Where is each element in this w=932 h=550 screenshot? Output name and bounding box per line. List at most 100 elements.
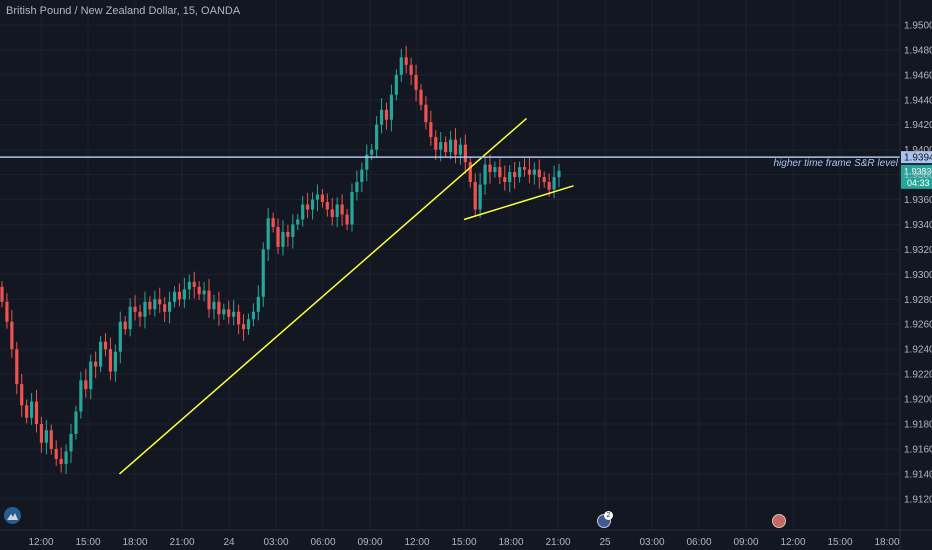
trendline <box>118 117 528 475</box>
candle-body <box>74 411 78 434</box>
candle-body <box>148 301 152 310</box>
time-axis[interactable]: 12:00 15:00 18:00 21:00 24 03:00 06:00 09:00 12:… <box>0 529 932 548</box>
candle-body <box>478 184 482 210</box>
candle-body <box>172 291 177 302</box>
candle-body <box>153 299 157 310</box>
symbol-title[interactable]: British Pound / New Zealand Dollar, 15, … <box>6 5 241 17</box>
candle-body <box>306 204 310 210</box>
candle-body <box>39 424 44 443</box>
candle-body <box>517 167 522 178</box>
candle-body <box>118 321 122 352</box>
candle-body <box>59 458 63 464</box>
candle-body <box>123 321 127 330</box>
candle-body <box>444 142 448 153</box>
x-tick-label: 15:00 <box>451 537 476 548</box>
candle-body <box>29 401 34 418</box>
candle-body <box>251 311 255 320</box>
trendlines <box>118 117 574 475</box>
candle-body <box>537 169 541 178</box>
candle-body <box>355 182 359 193</box>
candle-body <box>281 231 285 247</box>
x-tick-label: 12:00 <box>780 537 805 548</box>
candle-body <box>493 167 497 173</box>
candle-body <box>424 104 428 123</box>
candle-body <box>34 401 39 424</box>
candle-body <box>345 214 349 225</box>
candle-body <box>547 182 551 190</box>
candle-body <box>310 199 315 210</box>
candle-body <box>296 219 300 225</box>
candle-body <box>182 289 186 300</box>
candle-body <box>84 380 88 390</box>
candle-body <box>237 311 241 325</box>
candle-body <box>330 209 334 217</box>
sr-level-annotation: higher time frame S&R level <box>774 158 899 169</box>
candle-body <box>409 64 413 75</box>
candle-body <box>320 194 324 203</box>
x-tick-label: 03:00 <box>263 537 288 548</box>
candle-body <box>468 162 472 183</box>
candle-body <box>503 177 507 183</box>
candle-body <box>439 142 443 150</box>
chart-grid <box>0 0 900 530</box>
candle-body <box>522 167 527 170</box>
candle-body <box>108 349 113 372</box>
sr-level-price-tag <box>901 151 932 164</box>
candle-body <box>98 341 103 367</box>
y-tick-label: 1.93800 <box>904 170 932 181</box>
candle-body <box>256 296 260 312</box>
horizontal-level: higher time frame S&R level 1.93940 1.9383… <box>0 151 932 189</box>
tradingview-logo-icon[interactable] <box>4 507 21 524</box>
x-tick-label: 12:00 <box>28 537 53 548</box>
x-tick-label: 12:00 <box>404 537 429 548</box>
candle-body <box>15 349 19 385</box>
x-tick-label: 15:00 <box>827 537 852 548</box>
y-tick-label: 1.94200 <box>904 120 932 131</box>
candle-body <box>232 311 236 317</box>
x-tick-label: 15:00 <box>75 537 100 548</box>
candle-body <box>212 301 216 310</box>
x-tick-label: 03:00 <box>639 537 664 548</box>
x-tick-label: 06:00 <box>310 537 335 548</box>
candle-body <box>384 109 389 120</box>
candle-body <box>399 57 403 75</box>
candle-body <box>434 137 438 150</box>
candle-body <box>350 192 354 225</box>
candle-body <box>266 218 270 250</box>
candle-body <box>241 324 246 330</box>
candle-body <box>429 122 433 138</box>
y-tick-label: 1.92000 <box>904 395 932 406</box>
candle-body <box>177 291 182 300</box>
y-tick-label: 1.92600 <box>904 320 932 331</box>
candle-body <box>483 164 487 185</box>
candle-body <box>138 311 142 317</box>
candle-body <box>128 306 132 330</box>
candle-body <box>113 351 117 372</box>
candle-body <box>79 380 83 412</box>
last-price-tag <box>901 164 932 189</box>
candle-body <box>44 430 48 443</box>
candle-body <box>5 301 9 322</box>
candle-body <box>532 169 536 175</box>
candle-body <box>513 172 517 178</box>
candle-body <box>54 448 58 459</box>
price-axis[interactable]: 1.95000 1.94800 1.94600 1.94400 1.94200 1.940… <box>899 0 932 550</box>
sr-level-price-label: 1.93940 <box>904 153 932 164</box>
y-tick-label: 1.94400 <box>904 95 932 106</box>
flag-event-icon[interactable] <box>772 514 786 528</box>
candle-body <box>10 321 14 350</box>
candle-body <box>360 169 364 183</box>
candle-body <box>557 170 561 178</box>
candle-body <box>261 249 265 297</box>
y-tick-label: 1.91600 <box>904 444 932 455</box>
candle-body <box>25 405 29 418</box>
candlestick-series <box>0 45 561 475</box>
candle-body <box>473 182 477 210</box>
candle-body <box>335 204 339 217</box>
candle-body <box>291 224 295 237</box>
candle-body <box>488 164 492 173</box>
candle-body <box>20 384 24 406</box>
y-tick-label: 1.91800 <box>904 420 932 431</box>
candle-body <box>325 202 329 210</box>
